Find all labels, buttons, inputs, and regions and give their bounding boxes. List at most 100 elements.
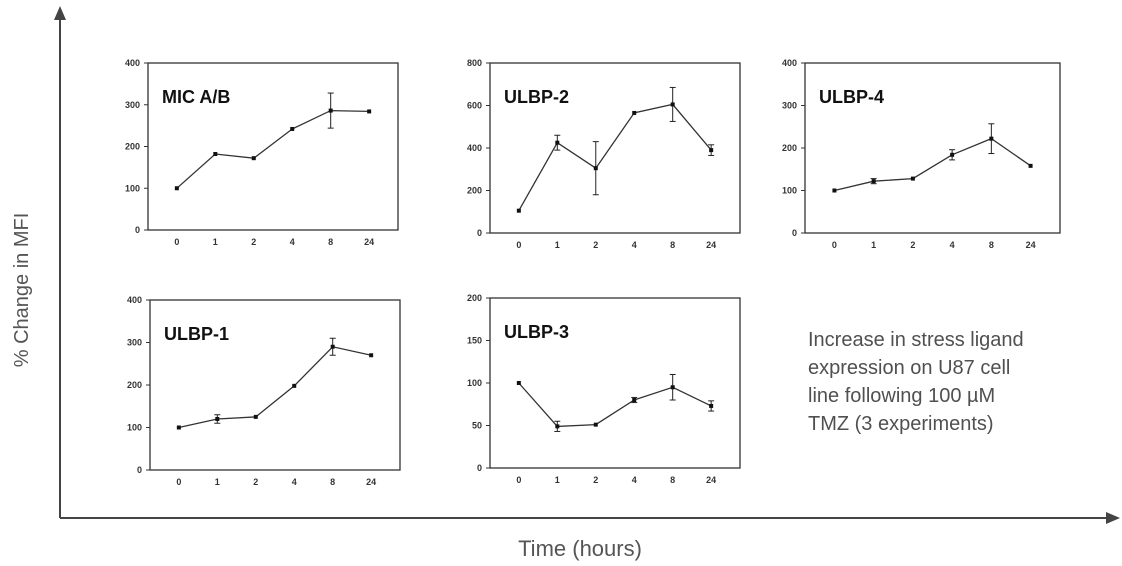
x-tick-label: 8: [989, 240, 994, 250]
outer-x-label: Time (hours): [518, 536, 642, 561]
y-tick-label: 400: [125, 58, 140, 68]
plot-frame: [804, 62, 1061, 234]
y-tick-label: 200: [782, 143, 797, 153]
note-line: Increase in stress ligand: [808, 329, 1024, 351]
data-point: [871, 179, 876, 184]
x-tick-label: 0: [176, 477, 181, 487]
data-point: [593, 422, 598, 427]
y-tick-label: 100: [782, 186, 797, 196]
y-tick-label: 600: [467, 101, 482, 111]
x-tick-label: 24: [706, 240, 716, 250]
data-point: [516, 208, 521, 213]
series-line: [176, 109, 370, 189]
data-point: [632, 398, 637, 402]
y-tick-label: 200: [467, 293, 482, 303]
series-line: [518, 382, 712, 428]
data-point: [670, 385, 675, 390]
data-point: [555, 424, 560, 429]
y-tick-label: 0: [137, 465, 142, 475]
data-point: [251, 156, 256, 161]
panel-title: ULBP-3: [504, 322, 569, 342]
series-line: [834, 137, 1031, 192]
note-line: TMZ (3 experiments): [808, 413, 994, 435]
data-point: [176, 425, 181, 430]
data-point: [709, 403, 714, 408]
data-point: [555, 140, 560, 145]
x-tick-label: 4: [950, 240, 955, 250]
data-point: [832, 188, 837, 193]
x-tick-label: 1: [215, 477, 220, 487]
data-point: [253, 414, 258, 419]
x-tick-label: 1: [555, 475, 560, 485]
x-tick-label: 8: [670, 240, 675, 250]
outer-y-label: % Change in MFI: [11, 213, 33, 368]
figure-note: Increase in stress ligand expression on …: [808, 326, 1108, 438]
data-point: [328, 108, 333, 113]
x-tick-label: 1: [555, 240, 560, 250]
panel-title: ULBP-2: [504, 87, 569, 107]
data-point: [670, 102, 675, 107]
x-tick-label: 2: [251, 237, 256, 247]
y-tick-label: 400: [782, 58, 797, 68]
y-tick-label: 0: [477, 228, 482, 238]
data-point: [290, 126, 295, 131]
x-tick-label: 4: [290, 237, 295, 247]
y-tick-label: 0: [477, 463, 482, 473]
series-line: [178, 346, 372, 429]
y-tick-label: 100: [467, 378, 482, 388]
data-point: [910, 176, 915, 181]
x-tick-label: 4: [292, 477, 297, 487]
data-point: [516, 381, 521, 385]
data-point: [330, 344, 335, 349]
y-tick-label: 100: [125, 183, 140, 193]
x-tick-label: 2: [593, 475, 598, 485]
y-tick-label: 400: [127, 295, 142, 305]
data-point: [709, 148, 714, 153]
x-tick-label: 0: [516, 475, 521, 485]
plot-frame: [149, 299, 401, 471]
y-tick-label: 300: [127, 338, 142, 348]
x-tick-label: 2: [253, 477, 258, 487]
y-tick-label: 150: [467, 336, 482, 346]
panel-title: MIC A/B: [162, 87, 230, 107]
y-tick-label: 200: [467, 186, 482, 196]
panel-title: ULBP-1: [164, 324, 229, 344]
y-tick-label: 300: [782, 101, 797, 111]
data-point: [367, 109, 372, 114]
x-tick-label: 1: [871, 240, 876, 250]
data-point: [215, 417, 220, 421]
y-tick-label: 0: [135, 225, 140, 235]
data-point: [1028, 163, 1033, 168]
x-tick-label: 24: [366, 477, 376, 487]
data-point: [369, 353, 374, 358]
data-point: [593, 166, 598, 171]
x-tick-label: 8: [670, 475, 675, 485]
outer-x-arrow-icon: [1106, 512, 1120, 524]
outer-y-arrow-icon: [54, 6, 66, 20]
data-point: [174, 186, 179, 191]
plot-frame: [489, 62, 741, 234]
y-tick-label: 200: [127, 380, 142, 390]
x-tick-label: 24: [364, 237, 374, 247]
y-tick-label: 100: [127, 423, 142, 433]
panel-title: ULBP-4: [819, 87, 884, 107]
x-tick-label: 0: [832, 240, 837, 250]
plot-frame: [489, 297, 741, 469]
x-tick-label: 8: [328, 237, 333, 247]
note-line: line following 100 µM: [808, 385, 996, 407]
x-tick-label: 0: [516, 240, 521, 250]
series-line: [518, 103, 712, 212]
y-tick-label: 200: [125, 142, 140, 152]
data-point: [950, 152, 955, 157]
x-tick-label: 0: [174, 237, 179, 247]
note-line: expression on U87 cell: [808, 357, 1011, 379]
y-tick-label: 800: [467, 58, 482, 68]
y-tick-label: 300: [125, 100, 140, 110]
